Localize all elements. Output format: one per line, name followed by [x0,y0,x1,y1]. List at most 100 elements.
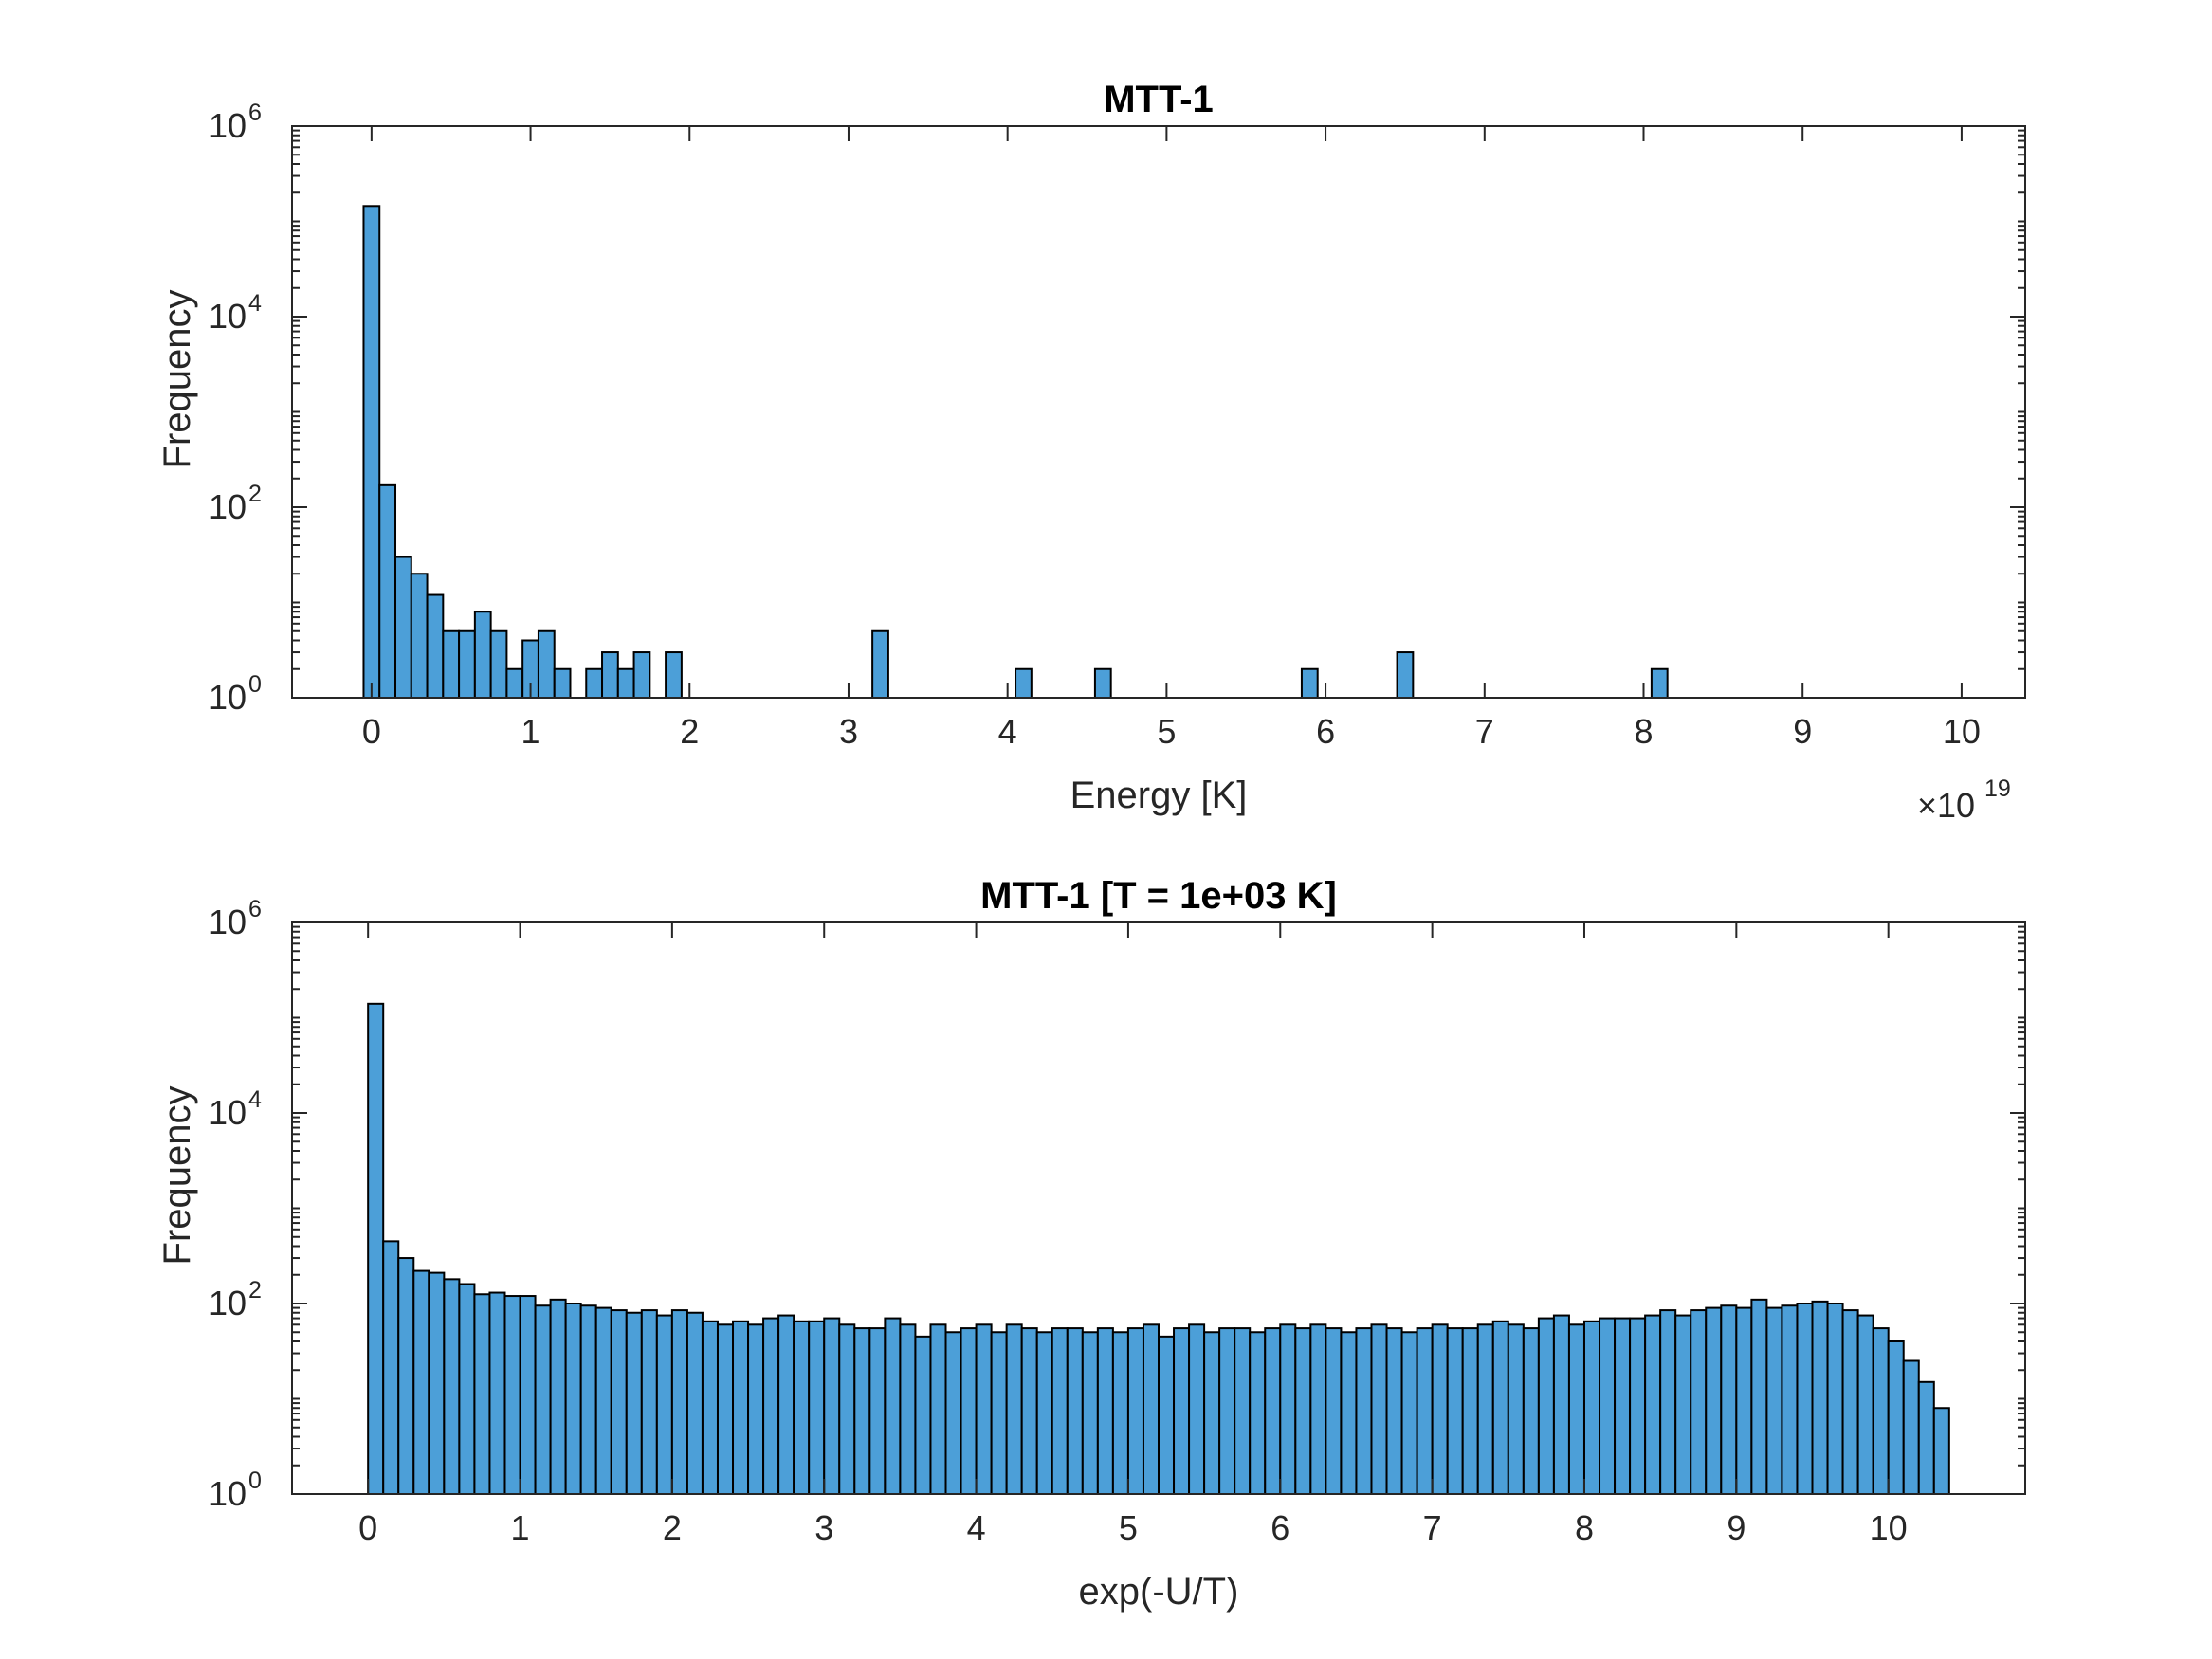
x-tick-label: 7 [1423,1508,1442,1547]
axes-frame [291,125,2026,699]
histogram-bar [394,556,412,699]
histogram-bar [428,1271,446,1495]
histogram-bar [1659,1309,1677,1495]
histogram-bar [1188,1323,1206,1495]
histogram-bar [747,1323,765,1495]
histogram-bar [579,1304,597,1495]
histogram-bar [503,1295,521,1495]
y-tick-base: 10 [209,1474,247,1513]
y-tick-exponent: 6 [248,896,262,922]
x-tick-label: 2 [663,1508,682,1547]
histogram-bar [1126,1327,1144,1495]
y-tick-exponent: 0 [248,671,262,698]
histogram-bar [1887,1340,1905,1495]
histogram-bar [412,1269,430,1496]
histogram-bar [853,1327,871,1495]
histogram-bar [1325,1327,1343,1495]
histogram-bar [1599,1317,1617,1495]
histogram-bar [1629,1317,1647,1495]
histogram-bar [1234,1327,1252,1495]
x-tick-label: 9 [1793,712,1812,751]
x-tick-label: 8 [1634,712,1653,751]
histogram-bar [1567,1323,1585,1495]
histogram-bar [1720,1304,1738,1495]
x-multiplier-base: ×10 [1917,786,1975,825]
histogram-bar [505,667,524,699]
histogram-bar [1096,1327,1114,1495]
y-tick-label: 10 6 [209,896,262,941]
x-tick-label: 5 [1119,1508,1138,1547]
bars-group [367,1002,1950,1496]
x-tick-label: 4 [967,1508,986,1547]
histogram-bar [1400,1331,1418,1496]
x-tick-label: 2 [680,712,699,751]
histogram-bar [777,1314,795,1496]
x-tick-label: 3 [839,712,858,751]
x-multiplier: ×10 19 [1917,775,2011,825]
histogram-bar [1902,1359,1920,1496]
x-multiplier-exponent: 19 [1984,775,2011,802]
histogram-bar [1051,1327,1069,1495]
x-tick-label: 7 [1475,712,1494,751]
histogram-bar [397,1257,415,1495]
histogram-bar [1507,1323,1525,1495]
histogram-bar [553,667,572,699]
histogram-bar [616,667,635,699]
histogram-bar [443,1278,461,1495]
histogram-bar [871,629,889,700]
x-axis-label: exp(-U/T) [1079,1571,1239,1613]
histogram-bar [884,1317,902,1495]
histogram-bar [410,573,429,699]
histogram-bar [1491,1320,1509,1496]
histogram-bar [762,1317,780,1495]
histogram-bar [1158,1335,1176,1496]
histogram-bar [1446,1327,1464,1495]
y-tick-exponent: 0 [248,1468,262,1494]
y-axis-label: Frequency [156,290,198,469]
y-tick-base: 10 [209,106,247,145]
histogram-bar [1781,1304,1799,1495]
y-tick-base: 10 [209,1284,247,1322]
histogram-bar [1370,1323,1388,1495]
histogram-bar [990,1331,1008,1496]
histogram-bar [1035,1331,1053,1496]
histogram-bar [1142,1323,1161,1495]
y-tick-exponent: 2 [248,1277,262,1304]
histogram-bar [732,1320,750,1496]
histogram-bar [601,651,619,700]
histogram-bar [868,1327,887,1495]
bars-group [362,205,1669,700]
histogram-bar [1005,1323,1023,1495]
y-tick-base: 10 [209,678,247,717]
histogram-bar [1431,1323,1449,1495]
y-tick-label: 10 2 [209,481,262,526]
histogram-bar [1249,1331,1267,1496]
histogram-bar [1811,1300,1829,1496]
histogram-bar [1650,667,1669,699]
chart-title: MTT-1 [1104,79,1214,120]
histogram-bar [378,483,397,699]
histogram-bar [519,1295,537,1495]
x-tick-label: 4 [998,712,1017,751]
histogram-bar [670,1309,688,1495]
histogram-bar [665,651,683,700]
histogram-bar [1537,1317,1555,1495]
histogram-bar [1476,1323,1494,1495]
histogram-bar [1111,1331,1129,1496]
histogram-bar [823,1317,841,1495]
histogram-bar [1690,1309,1708,1495]
x-tick-label: 0 [358,1508,377,1547]
histogram-bar [1173,1327,1191,1495]
y-tick-label: 10 4 [209,1086,262,1132]
histogram-bar [1552,1314,1570,1496]
y-tick-label: 10 2 [209,1277,262,1322]
histogram-bar [1614,1317,1632,1495]
histogram-bar [1856,1314,1874,1496]
histogram-bar [1340,1331,1358,1496]
y-tick-base: 10 [209,297,247,336]
histogram-bar [1385,1327,1403,1495]
y-tick-base: 10 [209,1093,247,1132]
